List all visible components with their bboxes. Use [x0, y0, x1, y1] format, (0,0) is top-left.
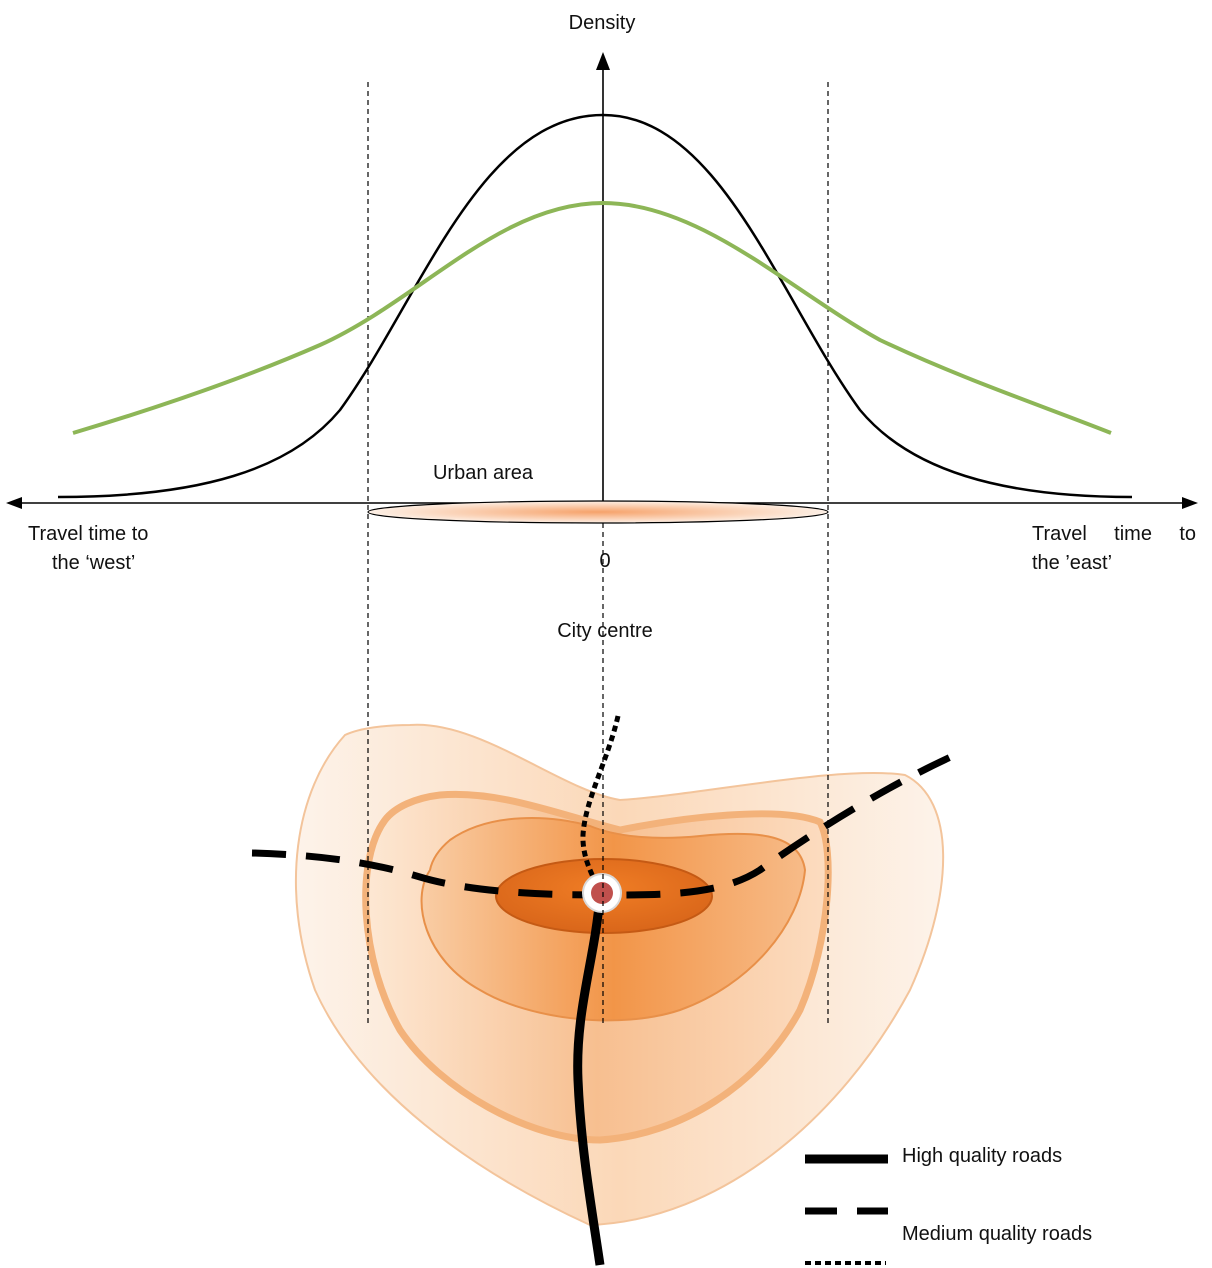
legend-medium-quality-label: Medium quality roads: [902, 1223, 1093, 1245]
east-word-2: time: [1114, 523, 1152, 545]
y-axis-label: Density: [568, 12, 636, 34]
east-label-line1: Travel time to: [1032, 521, 1196, 547]
city-centre-label: City centre: [557, 620, 653, 642]
density-curve-dispersed: [72, 200, 1112, 435]
urban-area-ellipse: [367, 500, 829, 524]
west-label-line2: the ‘west’: [52, 552, 136, 574]
guide-lines: [367, 82, 829, 1025]
roads: [251, 715, 957, 1266]
origin-label: 0: [599, 550, 611, 572]
east-word-1: Travel: [1032, 523, 1087, 545]
west-word-1: Travel: [28, 523, 83, 545]
west-word-2: time: [88, 523, 127, 545]
legend-high-quality-label: High quality roads: [902, 1145, 1063, 1167]
density-curve-concentrated: [57, 113, 1133, 499]
city-centre-dot: [591, 882, 613, 904]
east-word-3: to: [1179, 523, 1196, 545]
axes: [18, 68, 1188, 504]
x-axis-left-arrow-icon: [6, 497, 22, 509]
west-word-3: to: [131, 523, 149, 545]
x-axis-right-arrow-icon: [1182, 497, 1198, 509]
low-quality-road: [580, 715, 621, 897]
y-axis-arrow-icon: [596, 52, 610, 70]
west-label-line1: Travel time to: [28, 521, 148, 547]
legend-symbols: [805, 1154, 888, 1265]
east-label-line2: the ’east’: [1032, 552, 1113, 574]
high-quality-road: [573, 894, 605, 1266]
urban-zones-map: [294, 723, 945, 1227]
urban-area-label: Urban area: [432, 462, 534, 484]
